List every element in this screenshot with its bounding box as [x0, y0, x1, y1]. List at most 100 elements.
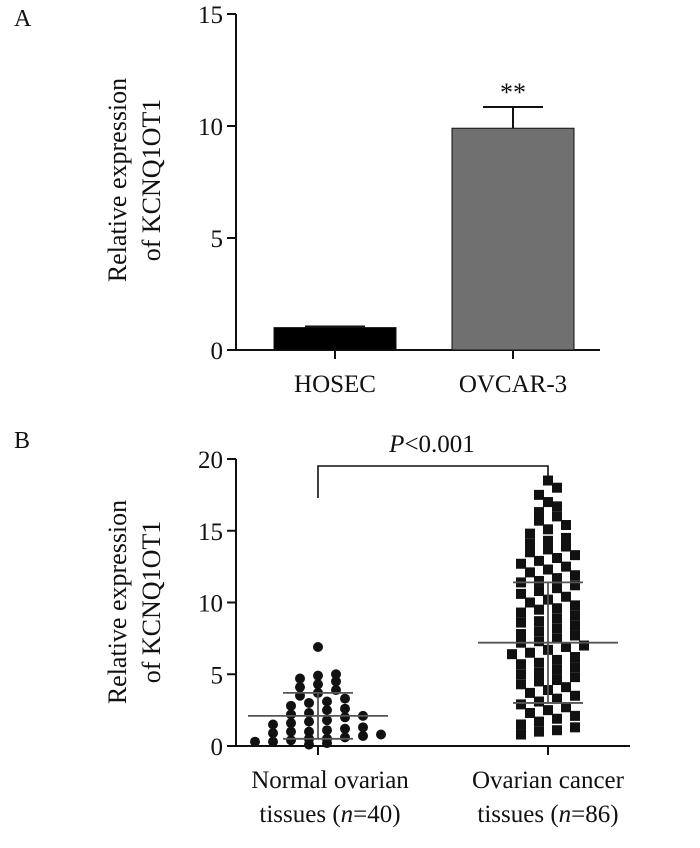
data-point-cancer — [561, 561, 571, 572]
data-point-cancer — [552, 654, 562, 665]
data-point-cancer — [534, 676, 544, 687]
data-point-normal — [340, 723, 350, 734]
data-point-cancer — [507, 649, 517, 660]
data-point-cancer — [552, 501, 562, 512]
data-point-cancer — [570, 630, 580, 641]
p-value-symbol: P — [388, 431, 404, 458]
data-point-normal — [304, 739, 314, 750]
data-point-normal — [322, 705, 332, 716]
data-point-cancer — [552, 633, 562, 644]
data-point-normal — [358, 722, 368, 733]
data-point-cancer — [525, 528, 535, 539]
data-point-cancer — [552, 693, 562, 704]
data-point-normal — [268, 719, 278, 730]
x-tick-label-ovcar-3: OVCAR-3 — [459, 371, 567, 398]
data-point-cancer — [561, 702, 571, 713]
data-point-cancer — [534, 636, 544, 647]
data-point-normal — [340, 703, 350, 714]
data-point-cancer — [570, 610, 580, 621]
data-point-cancer — [516, 719, 526, 730]
data-point-cancer — [516, 617, 526, 628]
data-point-cancer — [561, 532, 571, 543]
bar-ovcar-3 — [451, 127, 575, 351]
y-tick-label-b: 0 — [211, 734, 224, 761]
data-point-normal — [286, 726, 296, 737]
data-point-normal — [340, 732, 350, 743]
p-value-text: <0.001 — [404, 431, 474, 458]
data-point-cancer — [552, 623, 562, 634]
significance-marker: ** — [500, 78, 526, 107]
group-label-cancer-post: =86) — [571, 801, 618, 828]
data-point-cancer — [534, 696, 544, 707]
y-tick-label-b: 5 — [211, 662, 224, 689]
data-point-cancer — [570, 570, 580, 581]
data-point-cancer — [534, 726, 544, 737]
y-tick-label-b: 20 — [198, 447, 223, 474]
data-point-cancer — [543, 544, 553, 555]
data-point-cancer — [552, 613, 562, 624]
data-point-cancer — [552, 603, 562, 614]
data-point-cancer — [534, 489, 544, 500]
data-point-cancer — [561, 641, 571, 652]
panel-a-ylabel-line1: Relative expression — [103, 78, 132, 282]
data-point-normal — [286, 735, 296, 746]
group-label-normal-line1: Normal ovarian — [251, 767, 409, 794]
data-point-normal — [286, 700, 296, 711]
data-point-cancer — [552, 511, 562, 522]
data-point-cancer — [570, 710, 580, 721]
data-point-normal — [322, 725, 332, 736]
data-point-cancer — [552, 725, 562, 736]
data-point-cancer — [534, 667, 544, 678]
data-point-cancer — [534, 604, 544, 615]
data-point-normal — [340, 712, 350, 723]
data-point-cancer — [516, 607, 526, 618]
data-point-cancer — [570, 652, 580, 663]
data-point-normal — [313, 670, 323, 681]
panel-a-axes: 0 5 10 15 HOSEC OVCAR-3 — [198, 2, 600, 398]
data-point-cancer — [570, 620, 580, 631]
data-point-cancer — [552, 664, 562, 675]
y-tick-label-b: 15 — [198, 519, 223, 546]
data-point-cancer — [534, 507, 544, 518]
group-label-normal-post: =40) — [353, 801, 400, 828]
data-point-cancer — [525, 567, 535, 578]
data-point-normal — [295, 682, 305, 693]
data-point-cancer — [552, 482, 562, 493]
group-label-cancer-pre: tissues ( — [477, 801, 558, 828]
data-point-normal — [322, 738, 332, 749]
data-point-normal — [250, 736, 260, 747]
data-point-cancer — [552, 573, 562, 584]
data-point-normal — [304, 697, 314, 708]
data-point-cancer — [534, 515, 544, 526]
data-point-normal — [313, 679, 323, 690]
data-point-normal — [268, 736, 278, 747]
data-point-cancer — [570, 672, 580, 683]
group-label-cancer-n: n — [559, 801, 572, 828]
data-point-cancer — [525, 647, 535, 658]
data-point-cancer — [516, 669, 526, 680]
data-point-cancer — [552, 713, 562, 724]
data-point-cancer — [525, 547, 535, 558]
data-point-normal — [322, 696, 332, 707]
data-point-normal — [295, 673, 305, 684]
data-point-normal — [313, 641, 323, 652]
data-point-cancer — [525, 687, 535, 698]
data-point-cancer — [543, 497, 553, 508]
data-point-cancer — [516, 729, 526, 740]
y-tick-label-a: 10 — [198, 114, 223, 141]
y-tick-label-b: 10 — [198, 591, 223, 618]
bar-hosec — [273, 327, 397, 351]
data-point-normal — [286, 709, 296, 720]
data-point-normal — [331, 676, 341, 687]
data-point-cancer — [570, 550, 580, 561]
panel-b-ylabel-line2: of KCNQ1OT1 — [137, 521, 166, 684]
data-point-cancer — [570, 600, 580, 611]
data-point-cancer — [543, 524, 553, 535]
data-point-cancer — [570, 690, 580, 701]
data-point-cancer — [534, 575, 544, 586]
data-point-cancer — [534, 555, 544, 566]
data-point-cancer — [561, 541, 571, 552]
data-point-cancer — [552, 553, 562, 564]
data-point-cancer — [561, 520, 571, 531]
